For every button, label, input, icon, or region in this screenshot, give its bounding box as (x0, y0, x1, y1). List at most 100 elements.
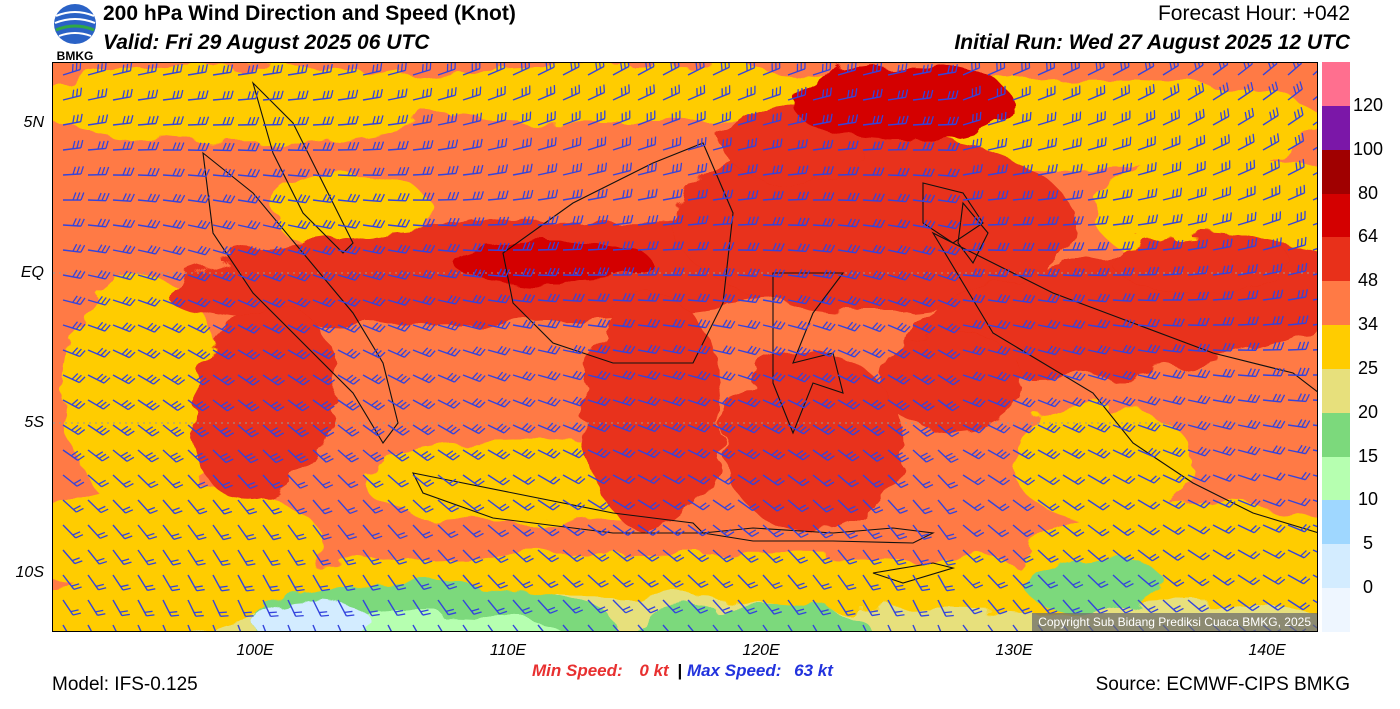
wind-barb-feather (105, 245, 111, 254)
wind-barb-feather (1125, 423, 1132, 431)
wind-barb-feather (194, 585, 203, 588)
wind-barb-feather (875, 323, 882, 331)
wind-barb (112, 499, 126, 514)
wind-barb-feather (1275, 550, 1282, 557)
wind-barb-feather (371, 613, 380, 617)
wind-barb-feather (72, 612, 81, 616)
wind-barb-feather (947, 481, 956, 486)
wind-barb-feather (825, 88, 829, 97)
wind-barb-feather (626, 189, 629, 198)
wind-barb-feather (521, 397, 529, 405)
wind-barb-feather (622, 293, 627, 301)
wind-barb-feather (801, 243, 806, 252)
wind-barb-feather (649, 527, 657, 534)
wind-barb-feather (371, 558, 380, 562)
wind-barb (1312, 273, 1317, 276)
wind-barb-feather (796, 608, 805, 612)
wind-barb (412, 624, 418, 631)
wind-barb-feather (525, 584, 534, 589)
wind-barb (837, 249, 856, 254)
wind-barb-feather (680, 267, 685, 276)
wind-barb (1287, 424, 1306, 429)
wind-barb-feather (1022, 268, 1027, 277)
wind-barb (1012, 274, 1031, 278)
wind-barb-feather (350, 272, 357, 280)
wind-barb (962, 624, 969, 631)
wind-barb-feather (101, 89, 104, 98)
wind-barb-feather (996, 371, 1004, 379)
wind-barb (62, 173, 82, 176)
wind-barb-feather (371, 348, 379, 355)
wind-barb-feather (447, 140, 451, 149)
wind-barb (62, 274, 81, 279)
wind-barb-feather (673, 554, 682, 560)
wind-barb-feather (605, 267, 610, 276)
model-label: Model: IFS-0.125 (52, 674, 198, 695)
wind-barb-feather (480, 191, 484, 200)
wind-barb-feather (480, 164, 484, 173)
wind-barb-feather (530, 242, 535, 251)
wind-barb-feather (269, 452, 278, 458)
wind-barb (437, 499, 453, 513)
wind-barb (612, 574, 627, 588)
wind-barb-feather (174, 403, 182, 409)
wind-barb-feather (879, 298, 886, 306)
wind-barb-feather (80, 166, 84, 175)
wind-barb-feather (1079, 137, 1082, 146)
wind-barb (487, 145, 506, 151)
wind-barb-feather (1130, 319, 1136, 328)
wind-barb (262, 274, 281, 282)
wind-barb-feather (1021, 449, 1029, 456)
wind-barb-feather (576, 189, 579, 198)
wind-barb (1237, 499, 1255, 508)
wind-barb (1212, 524, 1230, 534)
wind-barb (787, 68, 806, 76)
wind-barb-feather (854, 298, 861, 306)
wind-barb-feather (1297, 393, 1302, 402)
wind-barb (87, 449, 103, 462)
wind-barb-feather (371, 374, 379, 381)
wind-barb (1137, 449, 1155, 458)
wind-barb-feather (271, 349, 279, 356)
wind-barb-feather (474, 585, 483, 590)
wind-barb-feather (1155, 214, 1159, 223)
wind-barb-feather (1024, 451, 1032, 458)
wind-barb-feather (1126, 241, 1131, 250)
wind-barb-feather (648, 554, 657, 560)
wind-barb-feather (1220, 137, 1223, 146)
wind-barb-feather (980, 268, 985, 277)
wind-barb-feather (826, 140, 830, 149)
wind-barb-feather (1305, 420, 1311, 428)
wind-barb (862, 96, 881, 101)
wind-barb-feather (798, 504, 807, 510)
wind-barb-feather (900, 324, 907, 331)
wind-barb-feather (1300, 107, 1304, 116)
wind-barb-feather (375, 271, 382, 280)
wind-barb (1112, 66, 1130, 76)
wind-barb (712, 274, 732, 277)
wind-barb-feather (900, 272, 907, 280)
wind-barb-feather (401, 456, 410, 462)
wind-barb (637, 299, 657, 302)
wind-barb-feather (101, 456, 110, 462)
wind-barb-feather (680, 319, 686, 328)
wind-barb-feather (1126, 189, 1129, 198)
wind-barb-feather (326, 64, 329, 73)
wind-barb-feather (1004, 374, 1011, 382)
wind-barb (237, 249, 256, 256)
wind-barb-feather (522, 268, 527, 276)
wind-barb (962, 524, 978, 537)
wind-barb (437, 172, 456, 176)
wind-barb (812, 324, 831, 332)
wind-barb-feather (1225, 213, 1229, 222)
wind-barb-feather (529, 347, 536, 355)
wind-barb-feather (829, 87, 832, 96)
wind-barb-feather (1230, 343, 1235, 352)
wind-barb-feather (1025, 113, 1028, 122)
wind-barb (962, 424, 980, 434)
wind-barb-feather (603, 477, 611, 484)
wind-barb-feather (522, 319, 528, 328)
wind-barb (1187, 349, 1206, 353)
wind-barb (787, 524, 802, 538)
wind-barb (337, 199, 356, 203)
